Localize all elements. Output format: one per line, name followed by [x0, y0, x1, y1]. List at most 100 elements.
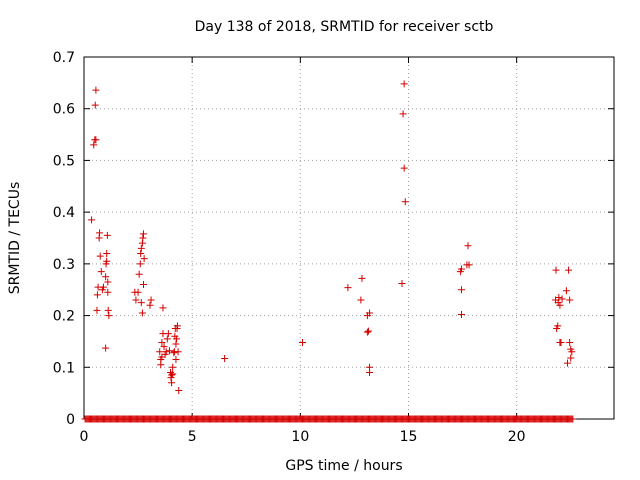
- data-point: [400, 164, 408, 172]
- data-point: [165, 347, 173, 355]
- y-tick-label: 0.3: [53, 257, 75, 273]
- data-point: [344, 284, 352, 292]
- data-point: [170, 349, 178, 357]
- data-point: [554, 322, 562, 330]
- data-point: [364, 327, 372, 335]
- y-axis-label: SRMTID / TECUs: [7, 182, 23, 295]
- data-point: [90, 141, 98, 149]
- data-point: [464, 242, 472, 250]
- data-point: [157, 361, 165, 369]
- x-tick-labels: 0 5 10 15 20: [80, 429, 526, 445]
- data-point: [96, 252, 104, 260]
- data-point: [132, 296, 140, 304]
- data-point: [555, 293, 563, 301]
- data-point: [88, 216, 96, 224]
- y-tick-label: 0.2: [53, 309, 75, 325]
- x-tick-label: 0: [80, 429, 89, 445]
- data-point: [92, 86, 100, 94]
- data-point: [400, 80, 408, 88]
- y-tick-label: 0.5: [53, 153, 75, 169]
- data-point: [146, 301, 154, 309]
- y-tick-label: 0.1: [53, 360, 75, 376]
- data-point: [140, 255, 148, 263]
- data-point: [135, 270, 143, 278]
- data-point: [99, 283, 107, 291]
- data-point: [566, 338, 574, 346]
- data-point: [366, 309, 374, 317]
- data-point: [102, 273, 110, 281]
- data-point: [557, 338, 565, 346]
- baseline-point: [569, 415, 577, 423]
- data-point: [173, 322, 181, 330]
- data-point: [221, 354, 229, 362]
- data-point: [103, 257, 111, 265]
- data-point: [103, 231, 111, 239]
- y-tick-labels: 0 0.1 0.2 0.3 0.4 0.5 0.6 0.7: [53, 50, 75, 428]
- data-point: [399, 110, 407, 118]
- y-tick-label: 0: [66, 412, 75, 428]
- data-point: [562, 287, 570, 295]
- data-point: [363, 328, 371, 336]
- data-point: [457, 265, 465, 273]
- data-point: [97, 268, 105, 276]
- data-point: [563, 359, 571, 367]
- data-point: [137, 250, 145, 258]
- y-tick-label: 0.6: [53, 102, 75, 118]
- data-point: [357, 296, 365, 304]
- data-point: [358, 274, 366, 282]
- data-point: [104, 288, 112, 296]
- data-point: [568, 348, 576, 356]
- chart-title: Day 138 of 2018, SRMTID for receiver sct…: [195, 19, 494, 35]
- data-point: [174, 348, 182, 356]
- data-point: [137, 299, 145, 307]
- data-point: [566, 296, 574, 304]
- data-point: [401, 198, 409, 206]
- data-point: [552, 266, 560, 274]
- data-point: [457, 311, 465, 319]
- data-point: [104, 278, 112, 286]
- data-point: [173, 335, 181, 343]
- data-point: [139, 230, 147, 238]
- data-point: [139, 234, 147, 242]
- data-point: [158, 338, 166, 346]
- data-point: [134, 288, 142, 296]
- data-point: [168, 371, 176, 379]
- data-point: [366, 368, 374, 376]
- y-tick-label: 0.4: [53, 205, 75, 221]
- data-point: [136, 260, 144, 268]
- data-point: [138, 309, 146, 317]
- data-point: [565, 266, 573, 274]
- y-tick-label: 0.7: [53, 50, 75, 66]
- data-point: [465, 261, 473, 269]
- x-tick-label: 20: [508, 429, 526, 445]
- x-axis-label: GPS time / hours: [285, 458, 402, 474]
- data-point: [175, 387, 183, 395]
- data-point: [558, 295, 566, 303]
- data-point: [93, 306, 101, 314]
- data-point: [147, 296, 155, 304]
- data-point: [556, 301, 564, 309]
- grid-lines: [84, 57, 614, 419]
- data-point: [163, 335, 171, 343]
- data-series: [88, 80, 576, 395]
- data-point: [96, 229, 104, 237]
- data-point: [91, 101, 99, 109]
- x-tick-label: 5: [188, 429, 197, 445]
- data-point: [160, 343, 168, 351]
- data-point: [139, 281, 147, 289]
- data-point: [102, 344, 110, 352]
- data-point: [298, 338, 306, 346]
- data-point: [169, 363, 177, 371]
- zero-baseline-series: [81, 415, 577, 423]
- data-point: [172, 356, 180, 364]
- data-point: [169, 370, 177, 378]
- data-point: [164, 330, 172, 338]
- data-point: [105, 312, 113, 320]
- data-point: [457, 286, 465, 294]
- data-point: [398, 280, 406, 288]
- data-point: [172, 340, 180, 348]
- data-point: [168, 379, 176, 387]
- data-point: [93, 291, 101, 299]
- data-point: [92, 136, 100, 144]
